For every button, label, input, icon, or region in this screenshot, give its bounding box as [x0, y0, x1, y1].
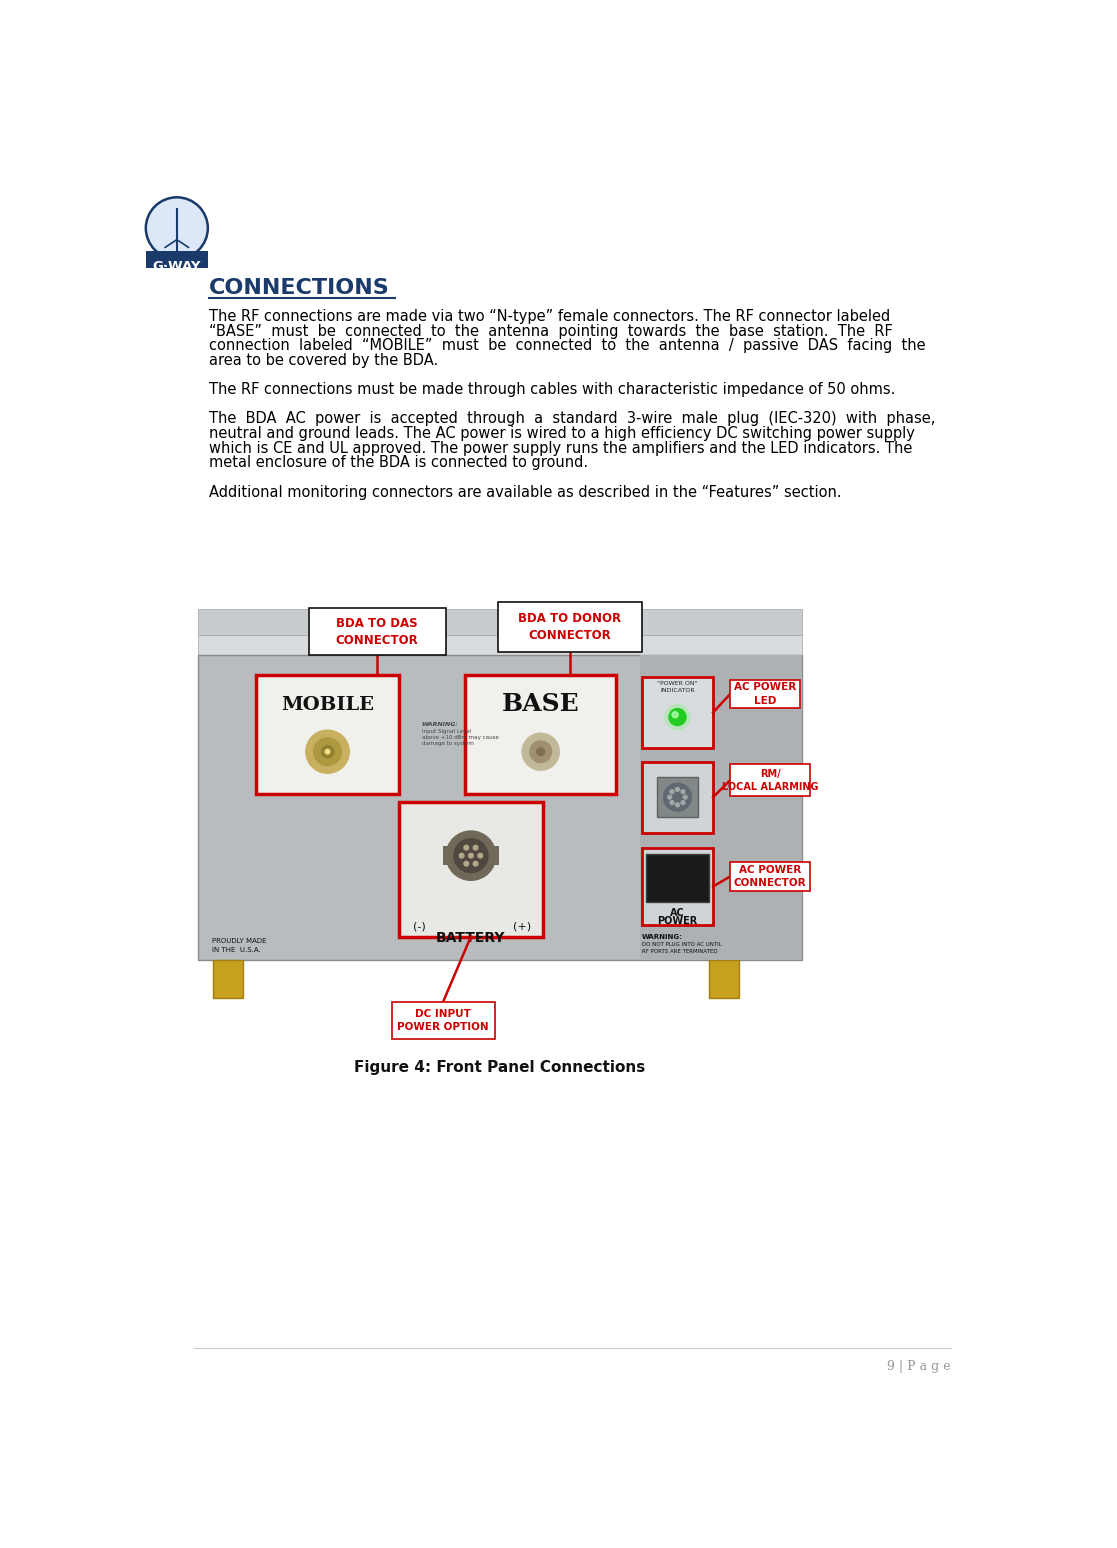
Text: "POWER ON": "POWER ON" — [657, 681, 698, 686]
Circle shape — [314, 738, 342, 766]
Circle shape — [464, 861, 469, 865]
Text: BASE: BASE — [502, 692, 580, 715]
Bar — [642, 676, 713, 748]
Circle shape — [478, 853, 483, 858]
Circle shape — [681, 789, 685, 794]
Circle shape — [529, 741, 552, 763]
Text: WARNING:: WARNING: — [642, 933, 682, 940]
Bar — [391, 1002, 495, 1039]
Text: area to be covered by the BDA.: area to be covered by the BDA. — [209, 353, 439, 368]
Circle shape — [446, 831, 496, 881]
Text: (+): (+) — [513, 921, 532, 930]
Text: MICROWAVE: MICROWAVE — [157, 272, 197, 277]
Text: AC POWER
LED: AC POWER LED — [734, 683, 796, 706]
Text: BDA TO DONOR
CONNECTOR: BDA TO DONOR CONNECTOR — [518, 611, 621, 641]
Bar — [731, 765, 810, 796]
Circle shape — [146, 197, 208, 259]
Bar — [657, 777, 698, 817]
Circle shape — [670, 789, 674, 794]
Circle shape — [663, 783, 691, 811]
Text: The RF connections are made via two “N-type” female connectors. The RF connector: The RF connections are made via two “N-t… — [209, 310, 890, 324]
Circle shape — [322, 746, 334, 759]
Circle shape — [325, 749, 330, 754]
Circle shape — [454, 839, 488, 873]
Bar — [198, 655, 802, 960]
Text: The  BDA  AC  power  is  accepted  through  a  standard  3-wire  male  plug  (IE: The BDA AC power is accepted through a s… — [209, 412, 936, 426]
Text: BATTERY: BATTERY — [436, 930, 506, 946]
Circle shape — [665, 704, 690, 729]
Bar — [731, 680, 800, 707]
Text: metal enclosure of the BDA is connected to ground.: metal enclosure of the BDA is connected … — [209, 455, 589, 471]
Bar — [256, 675, 399, 794]
Circle shape — [681, 800, 685, 805]
Bar — [399, 802, 543, 937]
Text: connection  labeled  “MOBILE”  must  be  connected  to  the  antenna  /  passive: connection labeled “MOBILE” must be conn… — [209, 337, 926, 353]
Bar — [198, 635, 802, 655]
Bar — [213, 960, 242, 998]
Circle shape — [537, 748, 545, 755]
Text: neutral and ground leads. The AC power is wired to a high efficiency DC switchin: neutral and ground leads. The AC power i… — [209, 426, 915, 441]
Bar — [642, 848, 713, 926]
Text: DC INPUT
POWER OPTION: DC INPUT POWER OPTION — [398, 1009, 489, 1033]
Text: G·WAY: G·WAY — [153, 260, 201, 274]
Text: BDA TO DAS
CONNECTOR: BDA TO DAS CONNECTOR — [336, 616, 419, 647]
Circle shape — [459, 853, 464, 858]
Circle shape — [670, 800, 674, 805]
Text: above +10 dBm may cause: above +10 dBm may cause — [422, 735, 498, 740]
Text: “BASE”  must  be  connected  to  the  antenna  pointing  towards  the  base  sta: “BASE” must be connected to the antenna … — [209, 324, 894, 339]
Circle shape — [676, 803, 679, 807]
Text: RM/
LOCAL ALARMING: RM/ LOCAL ALARMING — [722, 769, 819, 791]
Bar — [640, 655, 802, 960]
Text: 9 | P a g e: 9 | P a g e — [887, 1361, 951, 1373]
Text: Input Signal Level: Input Signal Level — [422, 729, 471, 734]
Bar — [642, 762, 713, 833]
Bar — [198, 610, 802, 635]
Circle shape — [669, 709, 686, 726]
Bar — [146, 251, 208, 268]
Bar — [465, 675, 617, 794]
Circle shape — [668, 796, 671, 799]
Bar — [308, 608, 446, 655]
Text: CONNECTIONS: CONNECTIONS — [209, 279, 390, 299]
Text: MOBILE: MOBILE — [281, 697, 374, 714]
Text: Figure 4: Front Panel Connections: Figure 4: Front Panel Connections — [354, 1060, 646, 1076]
Text: Additional monitoring connectors are available as described in the “Features” se: Additional monitoring connectors are ava… — [209, 485, 842, 500]
Bar — [646, 854, 709, 902]
Bar — [709, 960, 738, 998]
Text: AC: AC — [670, 909, 685, 918]
Text: IN THE  U.S.A.: IN THE U.S.A. — [212, 946, 260, 952]
Text: WARNING:: WARNING: — [422, 723, 459, 728]
Text: damage to system: damage to system — [422, 741, 474, 746]
Circle shape — [684, 796, 687, 799]
Circle shape — [464, 845, 469, 850]
Circle shape — [676, 788, 679, 791]
Text: PROUDLY MADE: PROUDLY MADE — [212, 938, 266, 944]
Bar — [731, 862, 810, 892]
Text: (-): (-) — [413, 921, 426, 930]
Text: The RF connections must be made through cables with characteristic impedance of : The RF connections must be made through … — [209, 382, 896, 398]
Circle shape — [522, 734, 560, 771]
Text: DO NOT PLUG INTO AC UNTIL: DO NOT PLUG INTO AC UNTIL — [642, 941, 722, 947]
Circle shape — [474, 845, 478, 850]
Text: which is CE and UL approved. The power supply runs the amplifiers and the LED in: which is CE and UL approved. The power s… — [209, 441, 913, 455]
Circle shape — [469, 853, 474, 858]
Circle shape — [306, 731, 350, 774]
Text: RF PORTS ARE TERMINATED: RF PORTS ARE TERMINATED — [642, 949, 717, 954]
Text: POWER: POWER — [657, 916, 698, 926]
Circle shape — [474, 861, 478, 865]
Text: AC POWER
CONNECTOR: AC POWER CONNECTOR — [734, 865, 806, 889]
Circle shape — [672, 712, 678, 718]
Text: INDICATOR: INDICATOR — [660, 687, 695, 694]
Bar — [443, 847, 499, 865]
Bar — [498, 602, 642, 652]
